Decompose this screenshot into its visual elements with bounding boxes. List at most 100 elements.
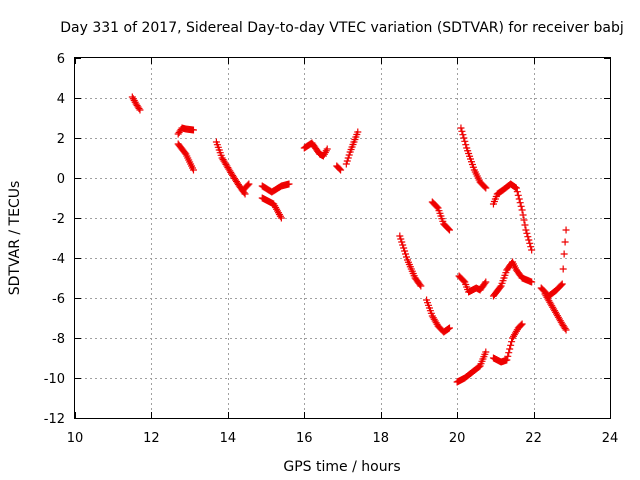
y-tick-label: 4 (57, 92, 65, 107)
data-point (135, 105, 143, 112)
x-tick-label: 10 (67, 431, 84, 446)
x-axis-ticks: 10 12 14 16 18 20 22 24 (67, 58, 619, 446)
data-point (517, 321, 525, 329)
chart-title: Day 331 of 2017, Sidereal Day-to-day VTE… (60, 20, 623, 36)
data-point (337, 166, 345, 174)
x-tick-label: 22 (525, 431, 542, 446)
y-tick-label: -4 (52, 252, 65, 267)
y-tick-label: -2 (52, 212, 65, 227)
data-point (524, 233, 532, 241)
data-point (516, 199, 524, 207)
grid-lines (75, 58, 610, 418)
y-axis-label: SDTVAR / TECUs (7, 181, 23, 296)
data-point (482, 278, 490, 286)
data-point (345, 151, 353, 159)
data-point (446, 226, 453, 234)
x-axis-label: GPS time / hours (283, 459, 400, 475)
data-point (559, 265, 567, 273)
data-point (343, 157, 351, 165)
data-point (496, 283, 504, 291)
data-point (416, 281, 424, 289)
data-point (561, 238, 569, 246)
data-point (557, 281, 565, 289)
data-point (461, 137, 469, 145)
data-points (128, 93, 570, 386)
data-point (460, 134, 468, 142)
x-tick-label: 20 (449, 431, 466, 446)
data-point (457, 124, 465, 132)
data-point (515, 195, 523, 203)
data-point (558, 280, 566, 288)
data-point (503, 356, 511, 364)
x-tick-label: 24 (602, 431, 619, 446)
data-point (323, 145, 331, 153)
data-point (528, 246, 536, 254)
data-point (560, 250, 568, 258)
data-point (189, 166, 197, 174)
data-point (433, 203, 441, 211)
data-point (506, 345, 514, 353)
data-point (519, 211, 527, 219)
data-point (521, 221, 529, 229)
data-point (285, 180, 293, 188)
data-point (459, 131, 467, 139)
data-point (244, 181, 252, 189)
data-point (517, 202, 525, 210)
data-point (518, 320, 526, 328)
data-point (514, 191, 522, 199)
y-tick-label: 0 (57, 172, 65, 187)
data-point (527, 243, 535, 251)
y-tick-label: -8 (52, 332, 65, 347)
x-tick-label: 12 (143, 431, 160, 446)
x-tick-label: 16 (296, 431, 313, 446)
data-point (397, 235, 405, 243)
data-point (446, 324, 453, 332)
data-point (504, 352, 512, 360)
data-point (561, 325, 569, 332)
data-point (523, 229, 531, 237)
data-point (402, 250, 410, 258)
data-point (445, 325, 453, 333)
data-point (508, 338, 516, 346)
data-point (277, 214, 285, 222)
data-point (482, 348, 490, 356)
data-point (528, 278, 536, 286)
data-point (522, 226, 530, 234)
x-tick-label: 18 (372, 431, 389, 446)
data-point (396, 232, 404, 240)
data-point (526, 239, 534, 247)
data-point (401, 247, 409, 255)
data-point (403, 253, 411, 261)
data-point (400, 244, 408, 252)
data-point (505, 349, 513, 357)
plot-frame (74, 57, 611, 419)
data-point (336, 165, 344, 173)
data-point (344, 154, 352, 162)
data-point (481, 279, 489, 287)
y-tick-label: 6 (57, 52, 65, 67)
data-point (481, 183, 489, 191)
data-point (458, 127, 466, 135)
data-point (562, 326, 570, 334)
data-point (398, 238, 406, 246)
data-point (342, 160, 350, 168)
data-point (189, 126, 197, 134)
data-point (445, 225, 453, 233)
data-point (507, 341, 515, 349)
data-point (525, 236, 533, 244)
data-point (511, 183, 519, 191)
y-axis-ticks: 6 4 2 0 -2 -4 -6 -8 -10 -12 (44, 52, 610, 427)
data-point (417, 282, 425, 290)
data-point (520, 216, 528, 224)
data-point (245, 180, 253, 188)
data-point (136, 106, 144, 114)
data-point (462, 141, 470, 149)
y-tick-label: -6 (52, 292, 65, 307)
data-point (399, 241, 407, 249)
data-point (518, 206, 526, 214)
data-point (241, 190, 249, 198)
data-point (512, 184, 520, 192)
x-tick-label: 14 (220, 431, 237, 446)
y-tick-label: 2 (57, 132, 65, 147)
